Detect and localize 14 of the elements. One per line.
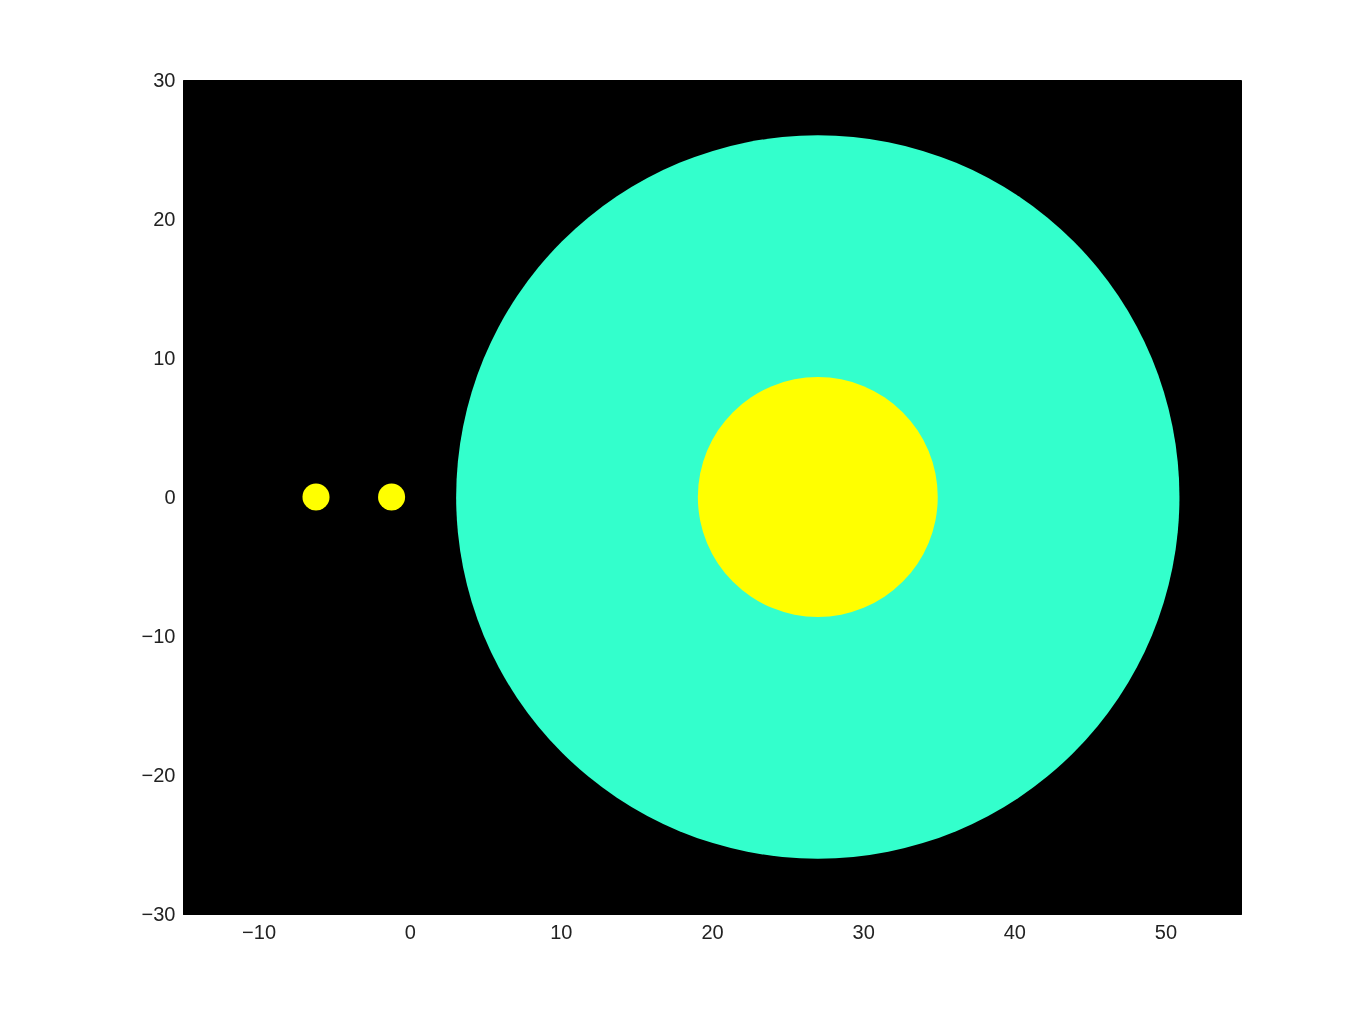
y-tick-label: 0 xyxy=(164,485,176,508)
y-tick-label: −20 xyxy=(141,763,176,786)
y-tick-label: −10 xyxy=(141,624,176,647)
x-tick-label: 30 xyxy=(852,920,875,943)
x-tick-label: 0 xyxy=(404,920,416,943)
x-tick-label: 40 xyxy=(1003,920,1026,943)
y-tick-label: 10 xyxy=(153,346,176,369)
x-tick-label: 50 xyxy=(1154,920,1178,943)
y-tick-label: 20 xyxy=(153,207,176,230)
x-tick-label: −10 xyxy=(242,920,277,943)
x-tick-label: 20 xyxy=(701,920,724,943)
y-tick-label: −30 xyxy=(141,902,176,925)
y-tick-label: 30 xyxy=(153,68,176,91)
x-tick-label: 10 xyxy=(550,920,573,943)
